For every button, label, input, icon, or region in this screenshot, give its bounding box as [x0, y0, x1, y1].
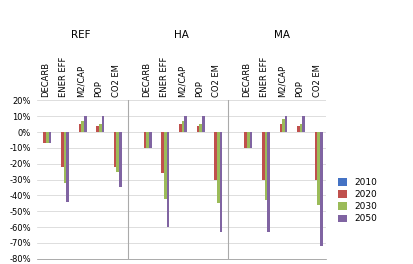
- Text: M2/CAP: M2/CAP: [77, 65, 86, 97]
- Bar: [116, 132, 119, 172]
- Bar: [318, 132, 320, 205]
- Bar: [179, 124, 182, 132]
- Bar: [199, 124, 202, 132]
- Bar: [96, 126, 99, 132]
- Bar: [282, 119, 285, 132]
- Text: CO2 EM: CO2 EM: [112, 64, 121, 97]
- Bar: [197, 126, 199, 132]
- Bar: [285, 116, 287, 132]
- Bar: [61, 132, 64, 167]
- Bar: [81, 121, 84, 132]
- Bar: [78, 124, 81, 132]
- Text: POP: POP: [295, 80, 304, 97]
- Bar: [217, 132, 220, 203]
- Bar: [302, 116, 305, 132]
- Text: HA: HA: [174, 30, 189, 40]
- Bar: [280, 124, 282, 132]
- Bar: [46, 132, 49, 143]
- Text: CO2 EM: CO2 EM: [212, 64, 221, 97]
- Text: ENER EFF: ENER EFF: [59, 57, 68, 97]
- Bar: [320, 132, 323, 246]
- Bar: [184, 116, 187, 132]
- Bar: [114, 132, 116, 167]
- Bar: [64, 132, 66, 183]
- Bar: [265, 132, 267, 200]
- Bar: [99, 124, 102, 132]
- Text: DECARB: DECARB: [41, 62, 50, 97]
- Bar: [214, 132, 217, 180]
- Bar: [202, 116, 204, 132]
- Text: MA: MA: [274, 30, 290, 40]
- Text: ENER EFF: ENER EFF: [159, 57, 169, 97]
- Bar: [267, 132, 270, 232]
- Text: POP: POP: [195, 80, 204, 97]
- Bar: [220, 132, 222, 232]
- Bar: [300, 124, 302, 132]
- Text: REF: REF: [71, 30, 91, 40]
- Bar: [244, 132, 247, 148]
- Text: DECARB: DECARB: [142, 62, 151, 97]
- Text: POP: POP: [94, 80, 103, 97]
- Legend: 2010, 2020, 2030, 2050: 2010, 2020, 2030, 2050: [337, 176, 379, 225]
- Text: DECARB: DECARB: [242, 62, 252, 97]
- Bar: [182, 121, 184, 132]
- Bar: [161, 132, 164, 173]
- Bar: [315, 132, 318, 180]
- Bar: [144, 132, 147, 148]
- Bar: [249, 132, 252, 148]
- Bar: [262, 132, 265, 180]
- Bar: [49, 132, 51, 143]
- Text: M2/CAP: M2/CAP: [177, 65, 186, 97]
- Bar: [84, 116, 87, 132]
- Bar: [102, 116, 104, 132]
- Bar: [43, 132, 46, 143]
- Text: ENER EFF: ENER EFF: [260, 57, 269, 97]
- Bar: [247, 132, 249, 148]
- Bar: [119, 132, 122, 187]
- Bar: [297, 126, 300, 132]
- Bar: [66, 132, 69, 202]
- Bar: [164, 132, 167, 199]
- Text: M2/CAP: M2/CAP: [278, 65, 287, 97]
- Bar: [149, 132, 152, 148]
- Text: CO2 EM: CO2 EM: [313, 64, 322, 97]
- Bar: [167, 132, 169, 227]
- Bar: [147, 132, 149, 148]
